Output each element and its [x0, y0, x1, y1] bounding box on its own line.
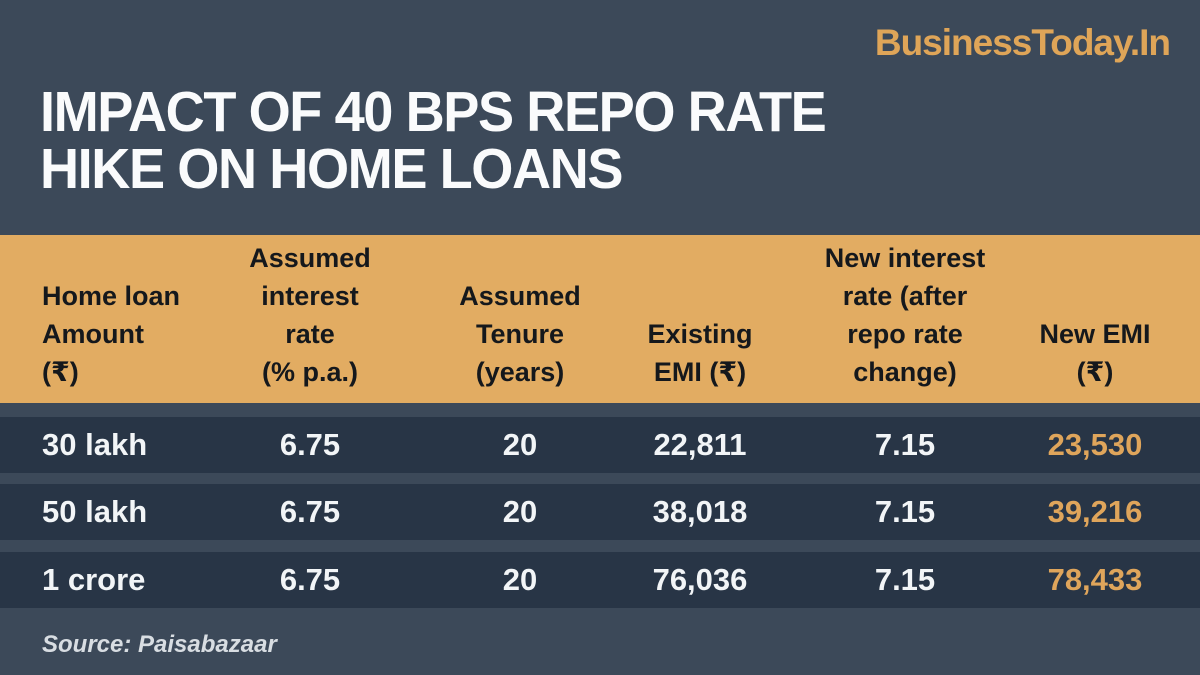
header-assumed-interest-rate: Assumed interest rate (% p.a.)	[249, 243, 371, 387]
cell-tenure: 20	[502, 494, 538, 529]
cell-existing-emi: 38,018	[652, 494, 748, 529]
cell-interest-rate: 6.75	[279, 562, 341, 597]
source-credit: Source: Paisabazaar	[42, 631, 277, 658]
cell-new-emi: 39,216	[1047, 494, 1143, 529]
cell-existing-emi: 76,036	[652, 562, 748, 597]
cell-loan-amount: 1 crore	[42, 562, 146, 597]
cell-interest-rate: 6.75	[279, 494, 341, 529]
home-loan-table: Home loan Amount (₹) Assumed interest ra…	[0, 235, 1200, 608]
cell-new-interest-rate: 7.15	[874, 427, 936, 462]
cell-loan-amount: 30 lakh	[42, 427, 148, 462]
table-row: 30 lakh 6.75 20 22,811 7.15 23,530	[0, 417, 1200, 473]
cell-new-emi: 78,433	[1047, 562, 1143, 597]
header-assumed-tenure: Assumed Tenure (years)	[459, 281, 581, 387]
cell-tenure: 20	[502, 562, 538, 597]
header-existing-emi: Existing EMI (₹)	[647, 319, 753, 387]
header-new-interest-rate: New interest rate (after repo rate chang…	[824, 243, 986, 387]
page-title: IMPACT OF 40 BPS REPO RATE HIKE ON HOME …	[40, 80, 827, 201]
cell-loan-amount: 50 lakh	[42, 494, 148, 529]
header-home-loan-amount: Home loan Amount (₹)	[42, 281, 181, 387]
title-line-1: IMPACT OF 40 BPS REPO RATE	[40, 80, 827, 144]
table-row: 1 crore 6.75 20 76,036 7.15 78,433	[0, 552, 1200, 608]
businesstoday-logo: BusinessToday.In	[874, 22, 1171, 63]
cell-tenure: 20	[502, 427, 538, 462]
cell-new-emi: 23,530	[1047, 427, 1143, 462]
cell-new-interest-rate: 7.15	[874, 494, 936, 529]
cell-interest-rate: 6.75	[279, 427, 341, 462]
cell-new-interest-rate: 7.15	[874, 562, 936, 597]
table-row: 50 lakh 6.75 20 38,018 7.15 39,216	[0, 484, 1200, 540]
title-line-2: HIKE ON HOME LOANS	[40, 137, 623, 201]
header-new-emi: New EMI (₹)	[1039, 319, 1151, 387]
cell-existing-emi: 22,811	[653, 427, 747, 462]
table-header-row: Home loan Amount (₹) Assumed interest ra…	[0, 235, 1200, 403]
